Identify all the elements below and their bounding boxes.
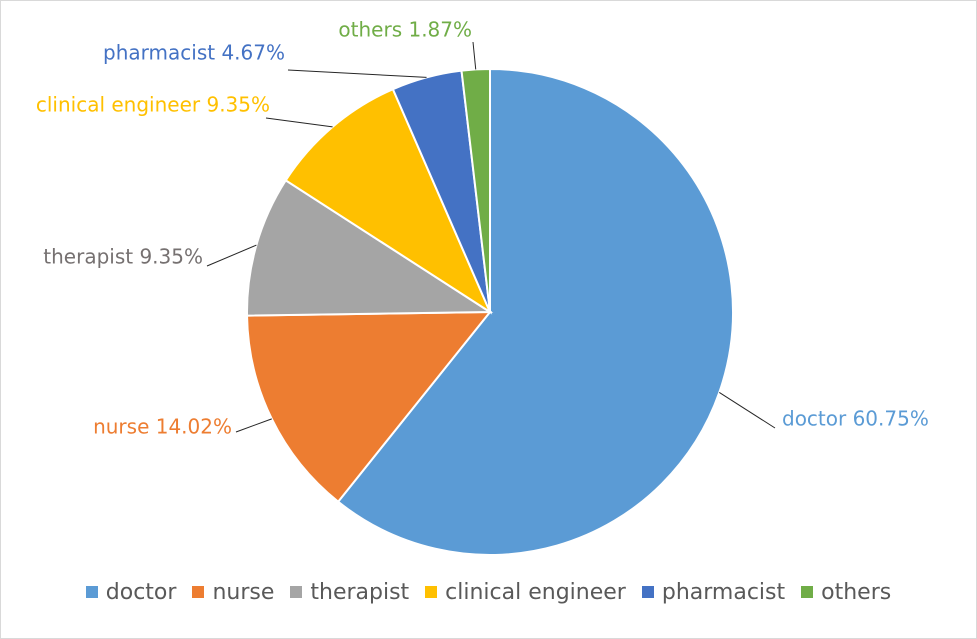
pie-slice-others [460,67,491,313]
pie-chart: doctor 60.75% nurse 14.02% therapist 9.35%… [36,18,929,556]
leader-line-pharmacist [287,69,427,78]
legend-item-nurse: nurse [192,580,274,605]
pie-slice-clinical-engineer [284,87,493,315]
pie-slice-nurse [246,310,493,504]
data-label-therapist: therapist 9.35% [43,245,203,269]
data-label-doctor: doctor 60.75% [782,407,929,431]
data-label-nurse: nurse 14.02% [93,415,232,439]
legend-label: others [821,579,892,605]
legend: doctor nurse therapist clinical engineer pha… [0,574,977,610]
data-label-others: others 1.87% [338,18,472,42]
pie-slices [246,67,734,556]
leader-line-others [472,41,477,70]
leader-lines [206,41,776,433]
pie-slice-doctor [336,67,734,556]
legend-label: doctor [105,579,177,605]
leader-line-doctor [719,392,776,429]
legend-swatch [192,586,205,598]
data-label-clinical-engineer: clinical engineer 9.35% [36,93,270,117]
pie-slice-therapist [246,178,494,317]
leader-line-clinical-engineer [265,117,333,128]
legend-swatch [425,586,438,598]
legend-swatch [641,586,654,598]
legend-label: clinical engineer [445,579,626,605]
legend-label: nurse [212,579,275,605]
legend-swatch [801,586,814,598]
legend-label: therapist [310,579,410,605]
legend-swatch [85,586,98,598]
legend-label: pharmacist [661,579,786,605]
leader-line-therapist [206,244,257,267]
data-label-pharmacist: pharmacist 4.67% [103,41,285,65]
leader-line-nurse [235,418,272,433]
legend-item-clinical-engineer: clinical engineer [425,580,626,605]
data-labels: doctor 60.75% nurse 14.02% therapist 9.35%… [36,18,929,439]
legend-item-doctor: doctor [85,579,177,605]
legend-swatch [290,586,303,598]
legend-item-therapist: therapist [290,580,409,605]
legend-item-others: others [801,580,891,605]
legend-item-pharmacist: pharmacist [641,579,786,605]
